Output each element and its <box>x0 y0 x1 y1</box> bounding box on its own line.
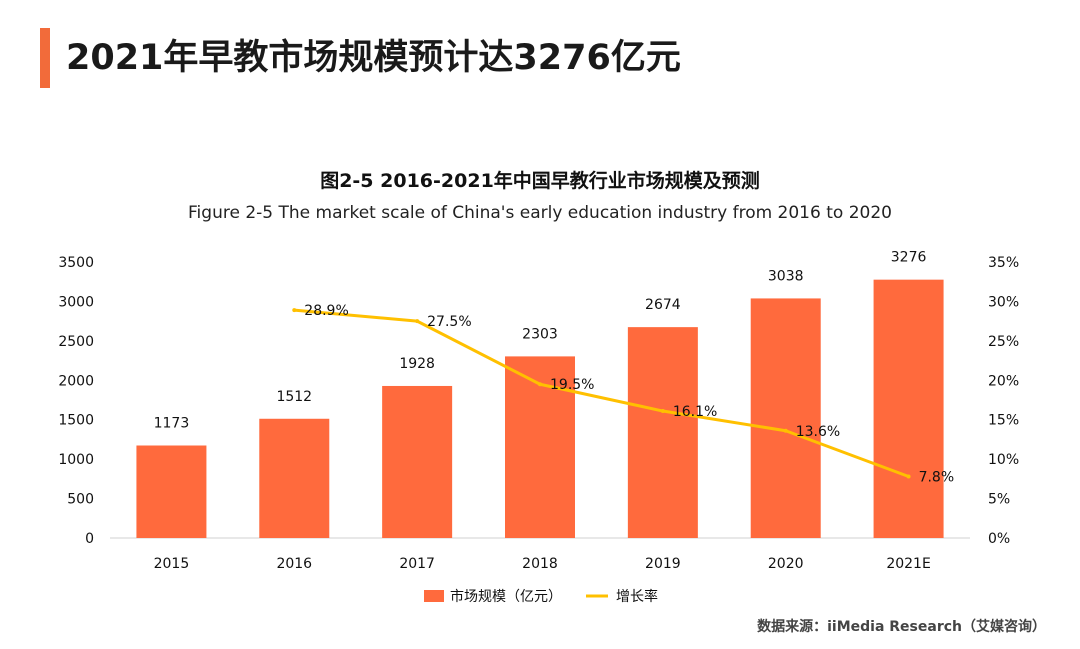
y-right-tick-label: 15% <box>988 413 1019 429</box>
growth-rate-label: 7.8% <box>919 469 955 485</box>
x-tick-label: 2019 <box>645 556 681 572</box>
growth-rate-point <box>415 319 420 324</box>
growth-rate-label: 27.5% <box>427 314 471 330</box>
y-left-tick-label: 2000 <box>58 373 94 389</box>
growth-rate-label: 19.5% <box>550 377 594 393</box>
chart-subtitle: Figure 2-5 The market scale of China's e… <box>188 203 892 223</box>
x-tick-label: 2020 <box>768 556 804 572</box>
legend-label-line: 增长率 <box>616 588 658 605</box>
bar-value-label: 1512 <box>276 389 312 405</box>
growth-rate-label: 16.1% <box>673 404 717 420</box>
y-left-tick-label: 500 <box>67 492 94 508</box>
growth-rate-point <box>783 428 788 433</box>
bar <box>627 327 698 538</box>
y-right-tick-label: 5% <box>988 492 1010 508</box>
bar <box>873 279 944 538</box>
bar-value-label: 3038 <box>768 268 804 284</box>
y-left-tick-label: 2500 <box>58 334 94 350</box>
growth-rate-label: 28.9% <box>304 303 348 319</box>
y-right-tick-label: 25% <box>988 334 1019 350</box>
bar-value-label: 2674 <box>645 297 681 313</box>
y-right-tick-label: 20% <box>988 373 1019 389</box>
y-left-tick-label: 3500 <box>58 255 94 271</box>
x-tick-label: 2021E <box>886 556 930 572</box>
y-right-tick-label: 0% <box>988 531 1010 547</box>
x-tick-label: 2016 <box>276 556 312 572</box>
y-left-tick-label: 1500 <box>58 413 94 429</box>
bar-value-label: 1928 <box>399 356 435 372</box>
growth-rate-point <box>538 382 542 387</box>
bar-value-label: 1173 <box>154 416 190 432</box>
legend-label-bar: 市场规模（亿元） <box>450 588 562 605</box>
y-left-tick-label: 1000 <box>58 452 94 468</box>
bar-value-label: 3276 <box>891 250 927 266</box>
headline-accent-bar <box>40 28 50 88</box>
growth-rate-point <box>292 308 297 313</box>
bar <box>259 418 330 538</box>
bar-value-label: 2303 <box>522 326 558 342</box>
chart-title: 图2-5 2016-2021年中国早教行业市场规模及预测 <box>320 170 760 192</box>
y-left-tick-label: 3000 <box>58 294 94 310</box>
y-right-tick-label: 35% <box>988 255 1019 271</box>
legend-swatch-bar <box>424 590 444 602</box>
x-tick-label: 2018 <box>522 556 558 572</box>
growth-rate-line <box>294 308 910 478</box>
source-note: 数据来源：iiMedia Research（艾媒咨询） <box>757 619 1046 635</box>
growth-rate-point <box>660 409 665 414</box>
page-headline: 2021年早教市场规模预计达3276亿元 <box>66 38 681 78</box>
x-tick-label: 2017 <box>399 556 435 572</box>
x-tick-label: 2015 <box>154 556 190 572</box>
y-left-tick-label: 0 <box>85 531 94 547</box>
bar <box>136 445 207 538</box>
bar <box>505 356 575 538</box>
y-right-tick-label: 10% <box>988 452 1019 468</box>
growth-rate-label: 13.6% <box>796 424 840 440</box>
bar <box>750 298 821 538</box>
y-right-tick-label: 30% <box>988 294 1019 310</box>
growth-rate-point <box>906 474 911 479</box>
bar <box>382 385 453 538</box>
